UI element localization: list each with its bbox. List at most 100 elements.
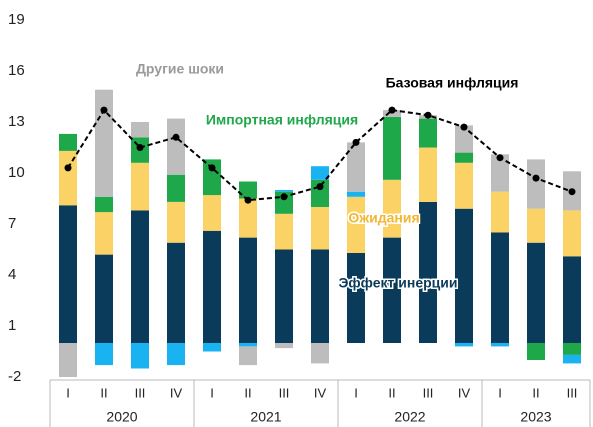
bar-segment [203, 159, 221, 196]
bar-segment [95, 89, 113, 197]
bar-segment [311, 166, 329, 180]
y-tick-label: 10 [8, 164, 25, 181]
line-point [352, 138, 360, 146]
x-tick-label: IV [314, 385, 327, 400]
line-point [568, 188, 576, 196]
bar-segment [167, 118, 185, 175]
bar-segment [311, 207, 329, 250]
bar-segment [167, 242, 185, 343]
bar-segment [527, 159, 545, 209]
x-tick-label: III [567, 385, 578, 400]
bar-segment [455, 152, 473, 163]
y-tick-label: -2 [8, 368, 21, 385]
line-point [208, 164, 216, 172]
bar-segment [311, 343, 329, 364]
line-point [64, 164, 72, 172]
bar-segment [239, 237, 257, 343]
y-tick-label: 19 [8, 11, 25, 28]
x-tick-label: II [388, 385, 395, 400]
bar-segment [167, 174, 185, 202]
series-label: Базовая инфляция [386, 75, 519, 91]
bar-segment [203, 230, 221, 343]
bar-segment [167, 201, 185, 243]
bar-segment [131, 162, 149, 211]
bar-segment [239, 343, 257, 347]
bar-segment [491, 154, 509, 192]
bar-segment [59, 205, 77, 343]
series-label: Другие шоки [136, 61, 224, 77]
bar-segment [347, 191, 365, 197]
line-point [316, 183, 324, 191]
group-label: 2021 [250, 409, 281, 425]
bar-segment [419, 147, 437, 202]
series-label: Импортная инфляция [206, 112, 358, 128]
x-tick-label: I [354, 385, 358, 400]
bar-segment [491, 343, 509, 347]
bar-segment [527, 208, 545, 243]
bar-segment [383, 237, 401, 343]
series-label: Ожидания [348, 210, 419, 226]
y-tick-label: 4 [8, 266, 16, 283]
line-point [244, 196, 252, 204]
bar-segment [275, 190, 293, 192]
line-series [67, 108, 573, 202]
bar-segment [563, 210, 581, 257]
series-label: Эффект инерции [338, 275, 457, 291]
bar-segment [203, 195, 221, 231]
x-tick-label: IV [170, 385, 183, 400]
bar-segment [275, 249, 293, 343]
bar-segment [419, 118, 437, 148]
bar-segment [347, 252, 365, 343]
bar-segment [491, 191, 509, 233]
bar-segment [131, 122, 149, 138]
bar-segment [59, 150, 77, 206]
line-point [172, 133, 180, 141]
x-tick-label: I [66, 385, 70, 400]
bar-segment [383, 116, 401, 180]
y-tick-label: 16 [8, 62, 25, 79]
line-point [136, 144, 144, 151]
y-tick-label: 7 [8, 215, 16, 232]
line-point [532, 174, 540, 182]
bar-segment [455, 162, 473, 209]
bar-segment [203, 343, 221, 352]
bar-segment [59, 133, 77, 151]
bar-segment [95, 254, 113, 343]
bar-segment [563, 256, 581, 343]
line-point [100, 106, 108, 114]
group-label: 2023 [520, 409, 551, 425]
group-label: 2020 [106, 409, 137, 425]
bar-segment [455, 343, 473, 347]
bar-segment [563, 343, 581, 355]
bar-segment [131, 343, 149, 369]
bar-segment [563, 354, 581, 364]
x-tick-label: II [100, 385, 107, 400]
bar-segment [491, 232, 509, 343]
y-tick-label: 13 [8, 113, 25, 130]
x-tick-label: IV [458, 385, 471, 400]
line-point [424, 111, 432, 119]
bar-segment [383, 179, 401, 238]
bar-segment [239, 181, 257, 199]
bar-segment [167, 343, 185, 366]
bar-segment [527, 343, 545, 360]
bar-segment [131, 210, 149, 343]
bar-segment [347, 142, 365, 192]
x-tick-label: I [210, 385, 214, 400]
bar-segment [455, 208, 473, 343]
bar-segment [239, 346, 257, 366]
bar-segment [347, 196, 365, 253]
bar-segment [527, 242, 545, 343]
bar-segment [311, 249, 329, 343]
x-tick-label: III [423, 385, 434, 400]
bar-segment [95, 196, 113, 213]
bar-segment [95, 343, 113, 366]
bar-segment [275, 343, 293, 349]
line-point [280, 193, 288, 201]
x-tick-label: III [279, 385, 290, 400]
x-tick-label: I [498, 385, 502, 400]
bar-segment [59, 343, 77, 377]
x-tick-label: II [532, 385, 539, 400]
line-point [460, 123, 468, 131]
